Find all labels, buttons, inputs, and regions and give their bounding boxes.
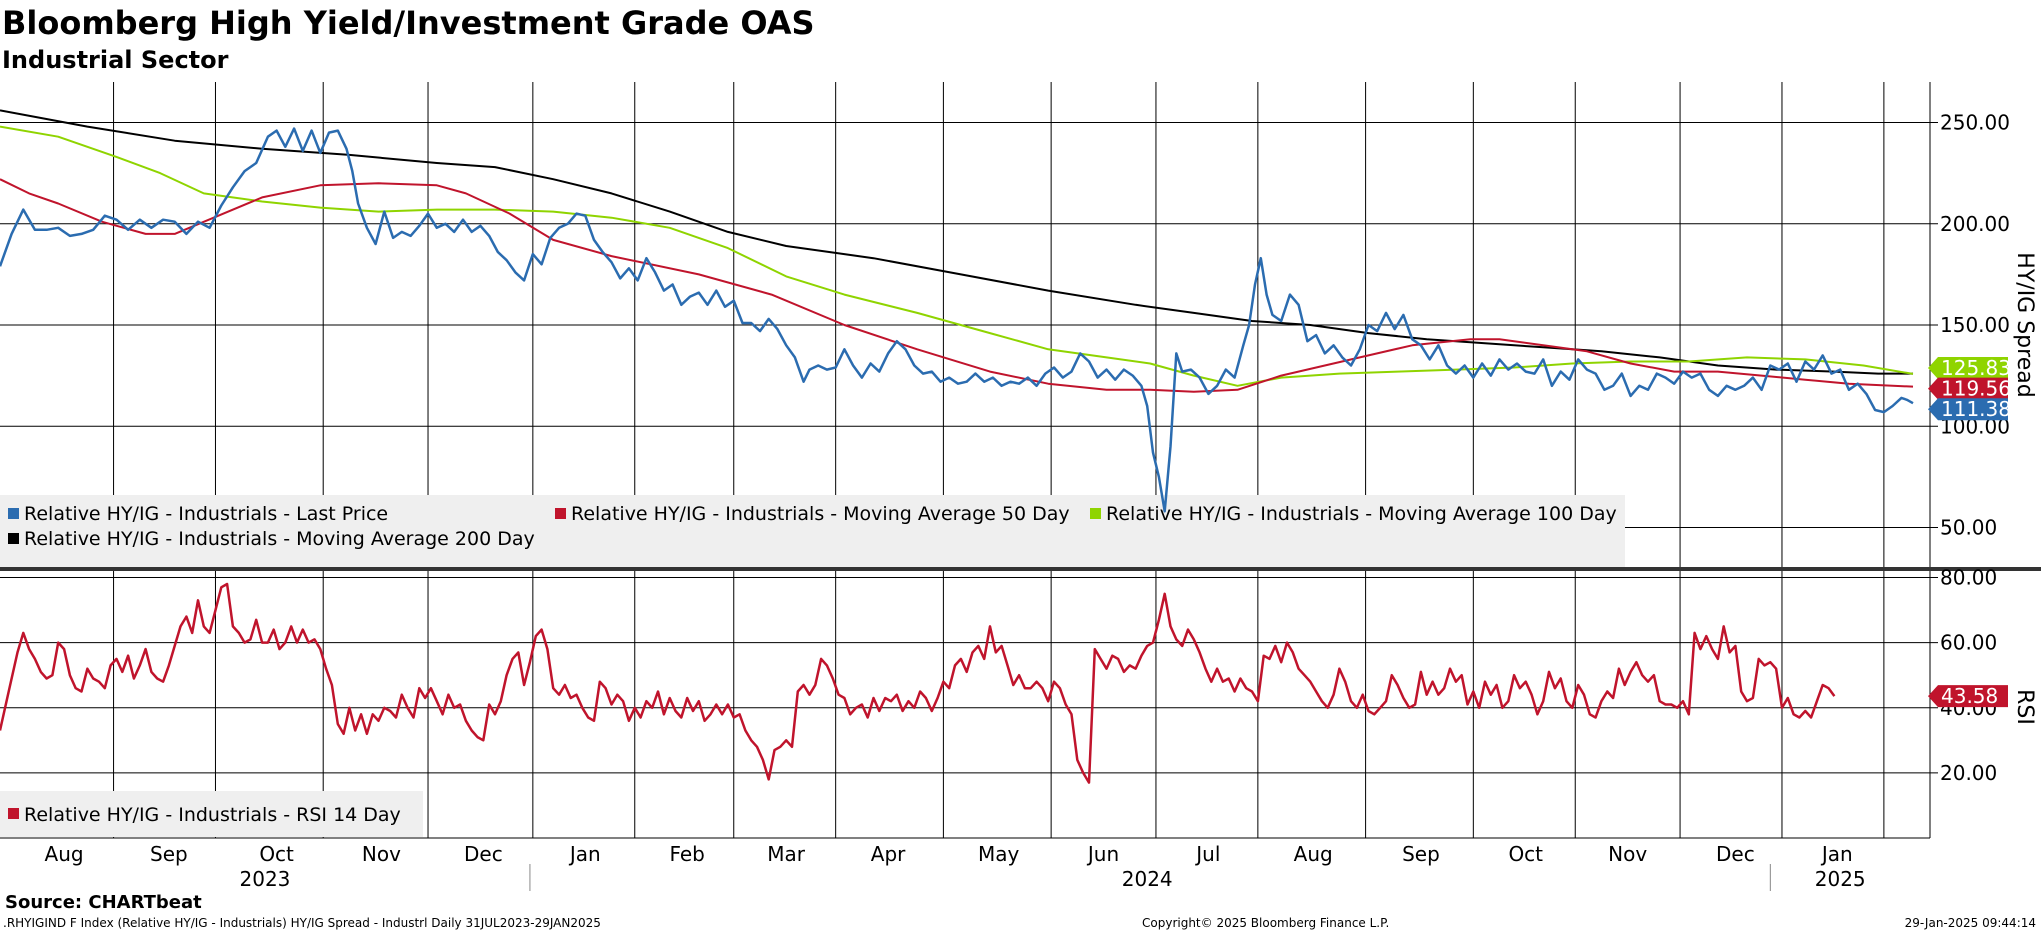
legend-label-ma100: Relative HY/IG - Industrials - Moving Av… [1106, 503, 1617, 525]
x-month-label-14: Oct [1508, 842, 1543, 866]
x-month-label-4: Dec [464, 842, 503, 866]
legend-label-ma50: Relative HY/IG - Industrials - Moving Av… [571, 503, 1070, 525]
x-month-label-13: Sep [1402, 842, 1440, 866]
series-line-ma200 [0, 109, 1913, 375]
legend-swatch-ma100 [1090, 508, 1101, 519]
tag-last-bg [1928, 398, 2008, 421]
source-label: Source: CHARTbeat [5, 892, 202, 913]
legend-swatch-last_price [8, 508, 19, 519]
upper-tick-label-2: 150.00 [1940, 313, 2010, 337]
lower-tick-label-0: 80.00 [1940, 566, 1997, 590]
lower-tick-label-3: 20.00 [1940, 761, 1997, 785]
x-month-label-3: Nov [362, 842, 401, 866]
x-month-label-5: Jan [568, 842, 601, 866]
x-month-label-0: Aug [45, 842, 84, 866]
tag-ma50-text: 119.56 [1941, 377, 2011, 401]
tag-ma50-bg [1928, 377, 2008, 400]
legend-swatch-rsi [8, 808, 19, 819]
legend-label-ma200: Relative HY/IG - Industrials - Moving Av… [24, 528, 535, 550]
upper-y-axis-title: HY/IG Spread [2012, 252, 2037, 397]
lower-gridlines [0, 571, 1931, 839]
lower-tick-label-1: 60.00 [1940, 631, 1997, 655]
series-line-ma100 [0, 125, 1914, 387]
x-month-label-12: Aug [1294, 842, 1333, 866]
footer-index-info: .RHYIGIND F Index (Relative HY/IG - Indu… [3, 916, 601, 930]
upper-tick-label-4: 50.00 [1940, 516, 1997, 540]
lower-panel: Relative HY/IG - Industrials - RSI 14 Da… [0, 566, 2037, 839]
legend-label-last_price: Relative HY/IG - Industrials - Last Pric… [24, 503, 388, 525]
x-month-label-11: Jul [1194, 842, 1220, 866]
x-month-label-17: Jan [1820, 842, 1853, 866]
tag-last-text: 111.38 [1941, 397, 2011, 421]
x-year-label-0: 2023 [240, 867, 291, 891]
x-month-label-15: Nov [1608, 842, 1647, 866]
lower-series [0, 582, 1836, 784]
series-line-last [0, 127, 1914, 513]
tag-rsi-bg [1928, 685, 2008, 708]
x-month-label-7: Mar [767, 842, 806, 866]
upper-tick-label-1: 200.00 [1940, 212, 2010, 236]
x-month-label-16: Dec [1716, 842, 1755, 866]
footer-timestamp: 29-Jan-2025 09:44:14 [1905, 916, 2036, 930]
x-month-label-10: Jun [1086, 842, 1119, 866]
x-month-label-9: May [978, 842, 1020, 866]
lower-y-axis-title: RSI [2012, 689, 2037, 725]
series-line-rsi [0, 582, 1836, 784]
legend-label-rsi: Relative HY/IG - Industrials - RSI 14 Da… [24, 804, 401, 826]
upper-legend: Relative HY/IG - Industrials - Last Pric… [0, 495, 1625, 567]
lower-legend: Relative HY/IG - Industrials - RSI 14 Da… [0, 791, 423, 837]
tag-ma100-text: 125.83 [1941, 356, 2011, 380]
x-axis: Aug Sep Oct Nov Dec Jan Feb Mar Apr May Jun Jul Aug S… [45, 842, 1866, 891]
chart-title: Bloomberg High Yield/Investment Grade OA… [2, 4, 815, 42]
x-month-label-2: Oct [259, 842, 294, 866]
upper-gridlines [0, 82, 1931, 568]
x-month-label-8: Apr [871, 842, 906, 866]
legend-swatch-ma200 [8, 533, 19, 544]
upper-tick-label-0: 250.00 [1940, 111, 2010, 135]
tag-rsi-text: 43.58 [1941, 684, 1998, 708]
footer-copyright: Copyright© 2025 Bloomberg Finance L.P. [1142, 916, 1389, 930]
x-year-label-2: 2025 [1815, 867, 1866, 891]
x-year-label-1: 2024 [1122, 867, 1173, 891]
legend-swatch-ma50 [555, 508, 566, 519]
x-month-label-1: Sep [150, 842, 188, 866]
tag-ma100-bg [1928, 356, 2008, 379]
series-line-ma50 [0, 178, 1914, 393]
upper-series [0, 109, 1914, 513]
x-month-label-6: Feb [669, 842, 704, 866]
upper-panel: Relative HY/IG - Industrials - Last Pric… [0, 82, 2037, 568]
upper-y-ticks: 250.00200.00150.00100.0050.00125.83119.5… [1928, 111, 2011, 540]
chart-subtitle: Industrial Sector [2, 46, 229, 74]
